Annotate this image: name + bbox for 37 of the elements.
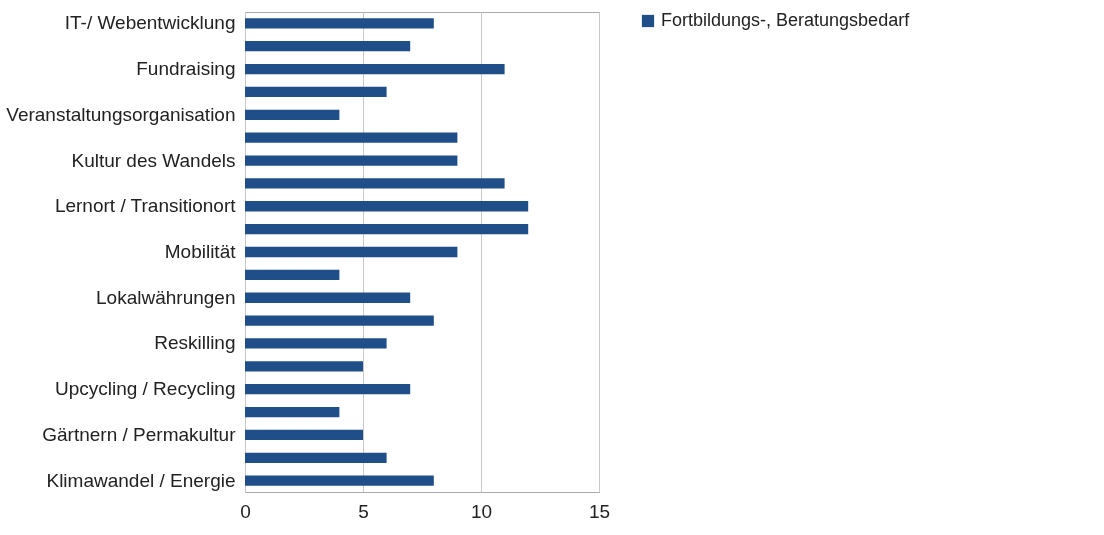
bar bbox=[245, 292, 411, 303]
bar bbox=[245, 475, 434, 486]
x-tick-label: 0 bbox=[240, 500, 251, 522]
y-tick-label: Veranstaltungsorganisation bbox=[6, 103, 236, 125]
y-tick-label: Kultur des Wandels bbox=[71, 149, 236, 171]
bar bbox=[245, 269, 340, 281]
bar bbox=[245, 223, 529, 235]
y-tick-label: Lokalwährungen bbox=[96, 286, 236, 308]
bar bbox=[245, 429, 363, 441]
y-tick-label: Fundraising bbox=[136, 58, 236, 80]
y-tick-label: Mobilität bbox=[164, 241, 237, 262]
bar bbox=[245, 452, 387, 463]
bar bbox=[245, 178, 505, 189]
x-tick-label: 5 bbox=[358, 500, 369, 522]
bar bbox=[245, 86, 387, 98]
y-tick-label: Upcycling / Recycling bbox=[54, 378, 236, 400]
bar bbox=[245, 246, 458, 258]
y-tick-label: Reskilling bbox=[154, 332, 236, 354]
bar bbox=[245, 201, 529, 212]
x-tick-label: 15 bbox=[588, 500, 611, 522]
bar bbox=[245, 41, 411, 52]
bar bbox=[245, 315, 434, 326]
bar bbox=[245, 384, 411, 395]
y-tick-label: Klimawandel / Energie bbox=[46, 469, 236, 491]
bar bbox=[245, 18, 434, 29]
bar bbox=[245, 155, 458, 166]
y-tick-label: Gärtnern / Permakultur bbox=[42, 423, 237, 445]
bar bbox=[245, 132, 458, 143]
bar bbox=[245, 63, 505, 75]
y-tick-label: IT-/ Webentwicklung bbox=[64, 12, 236, 34]
bar bbox=[245, 338, 387, 349]
x-tick-label: 10 bbox=[470, 500, 493, 522]
bar bbox=[245, 109, 340, 120]
bar bbox=[245, 361, 363, 372]
bar bbox=[245, 406, 340, 418]
y-tick-label: Lernort / Transitionort bbox=[54, 195, 237, 217]
legend-label: Fortbildungs-, Beratungsbedarf bbox=[661, 10, 911, 30]
